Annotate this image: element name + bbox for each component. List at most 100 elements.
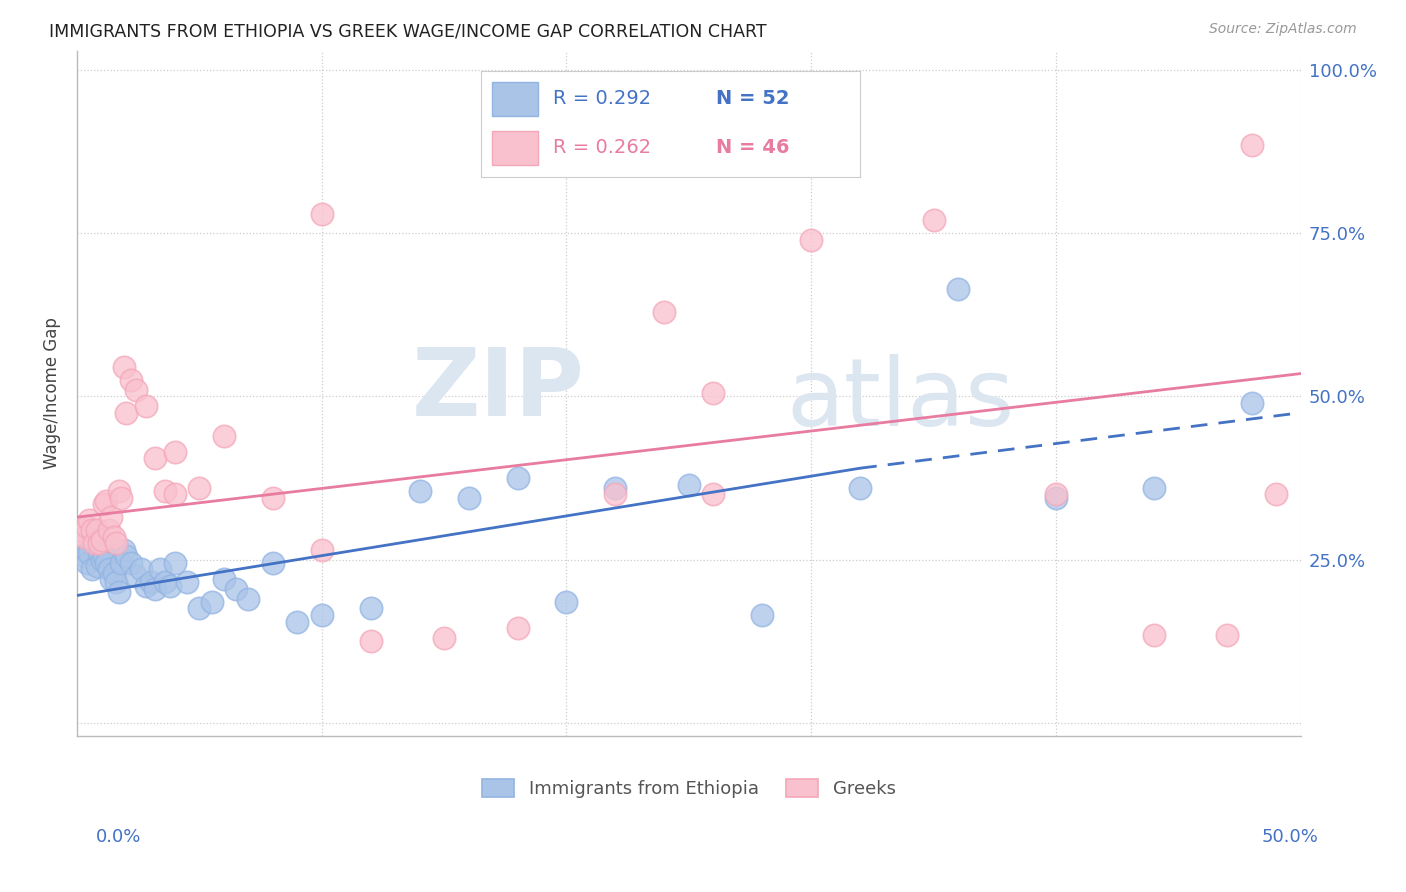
- Point: [163, 487, 186, 501]
- Point: [69, 542, 91, 557]
- Point: [163, 445, 186, 459]
- Point: [605, 481, 627, 495]
- Point: [188, 601, 211, 615]
- Point: [1045, 491, 1067, 505]
- Point: [311, 542, 333, 557]
- Point: [70, 540, 93, 554]
- Text: 0.0%: 0.0%: [96, 828, 141, 846]
- Point: [73, 549, 96, 564]
- Point: [408, 483, 430, 498]
- Point: [201, 595, 224, 609]
- Point: [506, 621, 529, 635]
- Text: ZIP: ZIP: [412, 343, 585, 436]
- Point: [163, 556, 186, 570]
- Point: [105, 536, 128, 550]
- Point: [159, 579, 181, 593]
- Point: [457, 491, 479, 505]
- Point: [1216, 627, 1239, 641]
- Point: [129, 562, 152, 576]
- Point: [79, 546, 101, 560]
- Point: [149, 562, 172, 576]
- Point: [83, 536, 105, 550]
- Point: [90, 533, 112, 547]
- Point: [145, 582, 167, 596]
- Point: [922, 213, 945, 227]
- Point: [139, 575, 162, 590]
- Point: [125, 383, 148, 397]
- Point: [238, 591, 260, 606]
- Point: [90, 552, 112, 566]
- Point: [86, 559, 108, 574]
- Point: [110, 491, 132, 505]
- Point: [135, 399, 157, 413]
- Point: [97, 523, 120, 537]
- Point: [212, 428, 235, 442]
- Point: [212, 572, 235, 586]
- Point: [176, 575, 198, 590]
- Point: [76, 556, 98, 570]
- Text: Source: ZipAtlas.com: Source: ZipAtlas.com: [1209, 22, 1357, 37]
- Point: [135, 579, 157, 593]
- Point: [311, 607, 333, 622]
- Point: [93, 497, 115, 511]
- Point: [87, 546, 110, 560]
- Point: [751, 607, 773, 622]
- Point: [360, 601, 382, 615]
- Point: [120, 373, 142, 387]
- Point: [800, 233, 823, 247]
- Point: [96, 556, 118, 570]
- Point: [107, 585, 129, 599]
- Point: [110, 556, 132, 570]
- Point: [76, 520, 98, 534]
- Point: [120, 556, 142, 570]
- Point: [115, 549, 138, 564]
- Point: [100, 510, 122, 524]
- Point: [105, 575, 128, 590]
- Point: [87, 536, 110, 550]
- Text: atlas: atlas: [787, 354, 1015, 446]
- Point: [79, 513, 101, 527]
- Point: [97, 562, 120, 576]
- Point: [605, 487, 627, 501]
- Point: [1143, 627, 1166, 641]
- Point: [100, 572, 122, 586]
- Point: [555, 595, 578, 609]
- Point: [103, 566, 125, 580]
- Point: [96, 493, 118, 508]
- Point: [115, 406, 138, 420]
- Point: [86, 523, 108, 537]
- Point: [1240, 138, 1263, 153]
- Point: [311, 207, 333, 221]
- Point: [1143, 481, 1166, 495]
- Point: [285, 615, 308, 629]
- Legend: Immigrants from Ethiopia, Greeks: Immigrants from Ethiopia, Greeks: [475, 772, 903, 805]
- Point: [225, 582, 247, 596]
- Point: [125, 569, 148, 583]
- Point: [654, 304, 676, 318]
- Point: [946, 282, 969, 296]
- Point: [262, 491, 284, 505]
- Point: [69, 526, 91, 541]
- Point: [80, 523, 103, 537]
- Point: [83, 533, 105, 547]
- Point: [702, 487, 724, 501]
- Point: [103, 530, 125, 544]
- Point: [1265, 487, 1288, 501]
- Point: [1045, 487, 1067, 501]
- Point: [112, 360, 135, 375]
- Point: [506, 471, 529, 485]
- Point: [153, 575, 176, 590]
- Point: [70, 523, 93, 537]
- Point: [153, 483, 176, 498]
- Point: [112, 542, 135, 557]
- Y-axis label: Wage/Income Gap: Wage/Income Gap: [44, 318, 60, 469]
- Point: [262, 556, 284, 570]
- Point: [80, 562, 103, 576]
- Point: [849, 481, 872, 495]
- Point: [93, 549, 115, 564]
- Text: 50.0%: 50.0%: [1263, 828, 1319, 846]
- Point: [1240, 396, 1263, 410]
- Point: [433, 631, 456, 645]
- Point: [360, 634, 382, 648]
- Point: [188, 481, 211, 495]
